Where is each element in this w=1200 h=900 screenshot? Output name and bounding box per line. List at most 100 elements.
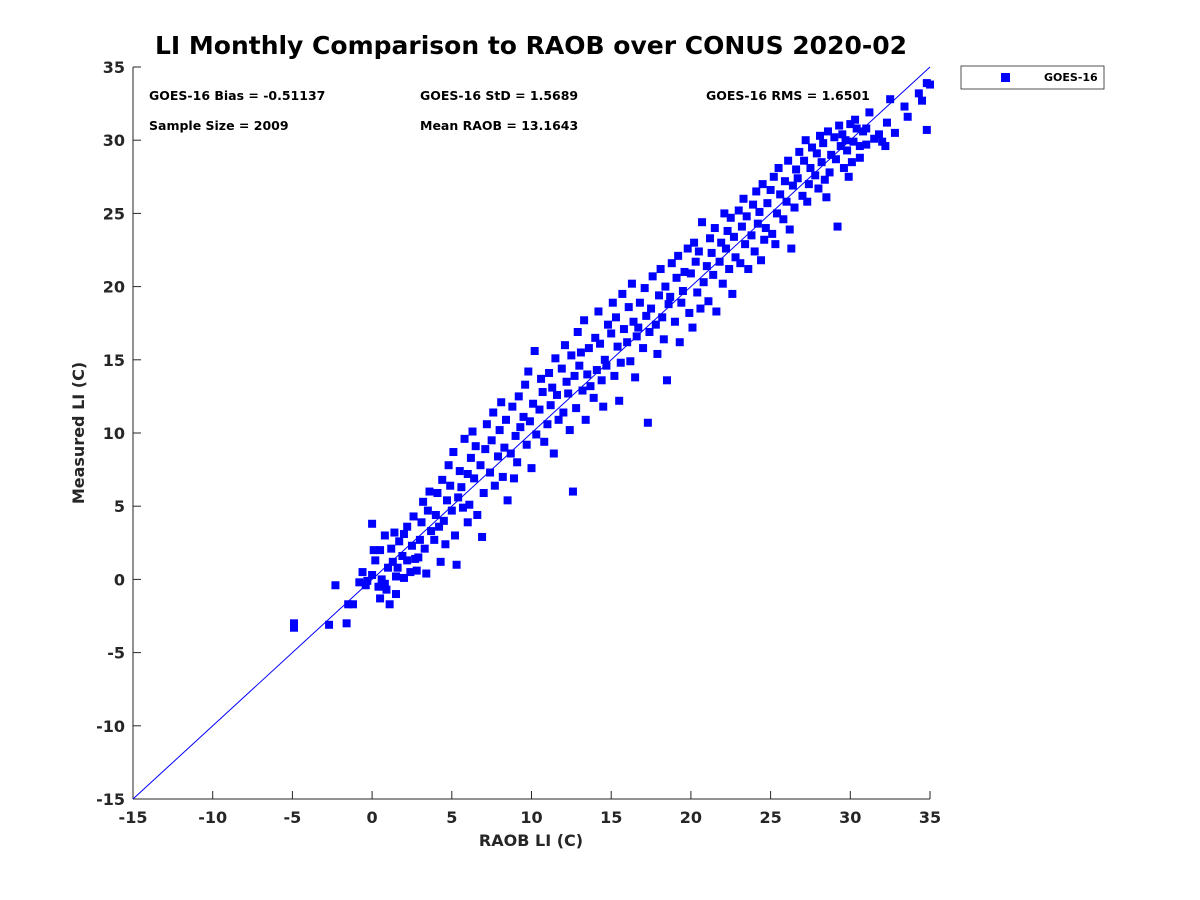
data-point	[607, 329, 616, 338]
data-point	[380, 531, 389, 540]
data-point	[645, 327, 654, 336]
data-point	[436, 557, 445, 566]
data-point	[710, 224, 719, 233]
data-point	[785, 225, 794, 234]
data-point	[643, 418, 652, 427]
data-point	[441, 540, 450, 549]
y-axis-label: Measured LI (C)	[69, 362, 88, 504]
data-point	[423, 506, 432, 515]
data-point	[600, 355, 609, 364]
data-point	[562, 377, 571, 386]
data-point	[739, 194, 748, 203]
data-point	[632, 332, 641, 341]
data-point	[787, 244, 796, 253]
data-point	[820, 175, 829, 184]
data-point	[576, 348, 585, 357]
data-point	[460, 434, 469, 443]
data-point	[398, 551, 407, 560]
data-point	[586, 382, 595, 391]
data-point	[392, 572, 401, 581]
data-point	[289, 619, 298, 628]
data-point	[604, 320, 613, 329]
legend-marker-square-icon	[1001, 73, 1010, 82]
data-point	[466, 453, 475, 462]
data-point	[591, 333, 600, 342]
data-point	[482, 420, 491, 429]
data-point	[501, 415, 510, 424]
data-point	[573, 327, 582, 336]
data-point	[406, 568, 415, 577]
data-point	[377, 575, 386, 584]
data-point	[761, 224, 770, 233]
data-point	[535, 405, 544, 414]
data-point	[664, 300, 673, 309]
data-point	[776, 190, 785, 199]
data-point	[769, 172, 778, 181]
data-point	[348, 600, 357, 609]
data-point	[717, 238, 726, 247]
data-point	[734, 206, 743, 215]
data-point	[433, 489, 442, 498]
data-point	[430, 535, 439, 544]
data-point	[718, 279, 727, 288]
data-point	[841, 136, 850, 145]
data-point	[758, 180, 767, 189]
data-point	[881, 142, 890, 151]
y-tick-label: 10	[103, 424, 125, 443]
data-point	[470, 474, 479, 483]
x-tick-label: -10	[198, 808, 227, 827]
data-point	[583, 370, 592, 379]
x-tick-label: 25	[759, 808, 781, 827]
data-point	[458, 503, 467, 512]
data-point	[390, 528, 399, 537]
data-point	[392, 590, 401, 599]
data-point	[728, 289, 737, 298]
data-point	[446, 481, 455, 490]
data-point	[427, 527, 436, 536]
data-point	[847, 158, 856, 167]
data-point	[560, 341, 569, 350]
data-point	[648, 272, 657, 281]
data-point	[559, 408, 568, 417]
data-point	[443, 496, 452, 505]
data-point	[819, 139, 828, 148]
data-point	[500, 443, 509, 452]
data-point	[862, 140, 871, 149]
data-point	[922, 125, 931, 134]
data-point	[415, 535, 424, 544]
data-point	[843, 146, 852, 155]
data-point	[514, 392, 523, 401]
data-point	[538, 388, 547, 397]
data-point	[694, 247, 703, 256]
data-point	[874, 130, 883, 139]
data-point	[691, 257, 700, 266]
data-point	[639, 344, 648, 353]
y-tick-label: 25	[103, 204, 125, 223]
data-point	[774, 164, 783, 173]
data-point	[890, 128, 899, 137]
data-point	[463, 469, 472, 478]
data-point	[750, 247, 759, 256]
data-point	[546, 401, 555, 410]
y-tick-label: 30	[103, 131, 125, 150]
data-point	[771, 240, 780, 249]
data-point	[457, 483, 466, 492]
data-point	[450, 531, 459, 540]
data-point	[725, 265, 734, 274]
data-point	[473, 510, 482, 519]
data-point	[784, 156, 793, 165]
data-point	[599, 402, 608, 411]
data-point	[519, 412, 528, 421]
data-point	[712, 307, 721, 316]
data-point	[686, 269, 695, 278]
data-point	[822, 193, 831, 202]
data-point	[376, 594, 385, 603]
data-point	[747, 231, 756, 240]
data-point	[749, 200, 758, 209]
data-point	[363, 576, 372, 585]
data-point	[693, 288, 702, 297]
data-point	[651, 320, 660, 329]
data-point	[667, 259, 676, 268]
data-point	[823, 127, 832, 136]
